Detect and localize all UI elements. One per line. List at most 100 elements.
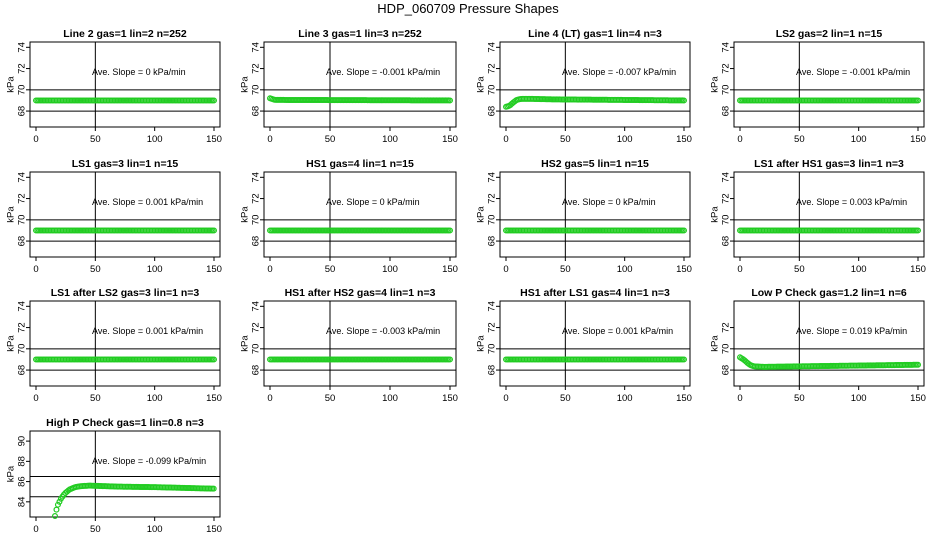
panel-title: Line 3 gas=1 lin=3 n=252 bbox=[298, 28, 422, 40]
y-tick-label: 72 bbox=[721, 193, 732, 204]
panel-title: LS2 gas=2 lin=1 n=15 bbox=[776, 28, 883, 40]
x-tick-label: 0 bbox=[267, 134, 272, 145]
data-point bbox=[914, 97, 921, 104]
y-axis-label: kPa bbox=[710, 335, 721, 352]
y-tick-label: 68 bbox=[721, 365, 732, 376]
y-tick-label: 68 bbox=[251, 365, 262, 376]
data-point bbox=[680, 227, 687, 234]
x-tick-label: 0 bbox=[503, 134, 508, 145]
x-tick-label: 150 bbox=[206, 524, 222, 535]
data-point bbox=[447, 356, 454, 363]
plot-frame bbox=[263, 300, 457, 387]
data-series bbox=[736, 227, 921, 234]
y-axis-label: kPa bbox=[6, 206, 17, 223]
panel-title: High P Check gas=1 lin=0.8 n=3 bbox=[46, 417, 204, 429]
plot-frame bbox=[29, 430, 221, 518]
y-tick-label: 68 bbox=[251, 236, 262, 247]
x-tick-label: 100 bbox=[382, 264, 398, 275]
y-tick-label: 68 bbox=[721, 236, 732, 247]
slope-annotation: Ave. Slope = 0.019 kPa/min bbox=[796, 326, 907, 336]
x-tick-label: 150 bbox=[676, 134, 692, 145]
slope-annotation: Ave. Slope = -0.001 kPa/min bbox=[326, 67, 440, 77]
x-tick-label: 100 bbox=[851, 134, 867, 145]
y-tick-label: 74 bbox=[721, 42, 732, 53]
data-series bbox=[267, 227, 454, 234]
data-series bbox=[503, 95, 687, 110]
slope-annotation: Ave. Slope = -0.001 kPa/min bbox=[796, 67, 910, 77]
chart-panel: HS1 after LS1 gas=4 lin=1 n=3 0 50 100 150 68… bbox=[476, 287, 692, 404]
slope-annotation: Ave. Slope = -0.099 kPa/min bbox=[92, 456, 206, 466]
x-tick-label: 50 bbox=[90, 524, 101, 535]
y-tick-label: 70 bbox=[17, 85, 28, 96]
slope-annotation: Ave. Slope = 0 kPa/min bbox=[92, 67, 186, 77]
x-tick-label: 50 bbox=[794, 393, 805, 404]
y-tick-label: 74 bbox=[251, 172, 262, 183]
plot-frame bbox=[733, 171, 925, 258]
y-tick-label: 72 bbox=[487, 193, 498, 204]
x-tick-label: 150 bbox=[676, 393, 692, 404]
x-tick-label: 50 bbox=[560, 393, 571, 404]
data-point bbox=[914, 227, 921, 234]
x-tick-label: 100 bbox=[617, 393, 633, 404]
y-tick-label: 72 bbox=[721, 63, 732, 74]
x-tick-label: 0 bbox=[33, 524, 38, 535]
data-point bbox=[54, 501, 61, 508]
chart-panel: Line 2 gas=1 lin=2 n=252 0 50 100 150 68 70 72 7… bbox=[6, 28, 222, 145]
plot-frame bbox=[733, 300, 925, 387]
x-tick-label: 100 bbox=[147, 393, 163, 404]
chart-panel: LS1 after HS1 gas=3 lin=1 n=3 0 50 100 150 68… bbox=[710, 158, 926, 275]
slope-annotation: Ave. Slope = 0.001 kPa/min bbox=[92, 197, 203, 207]
y-tick-label: 74 bbox=[487, 301, 498, 312]
data-point bbox=[447, 227, 454, 234]
x-tick-label: 50 bbox=[560, 264, 571, 275]
chart-panel: LS1 after LS2 gas=3 lin=1 n=3 0 50 100 150 68… bbox=[6, 287, 222, 404]
y-tick-label: 70 bbox=[251, 344, 262, 355]
slope-annotation: Ave. Slope = 0.001 kPa/min bbox=[562, 326, 673, 336]
plot-frame bbox=[29, 300, 221, 387]
data-series bbox=[32, 227, 218, 234]
x-tick-label: 50 bbox=[325, 264, 336, 275]
y-axis-label: kPa bbox=[476, 206, 487, 223]
x-tick-label: 100 bbox=[851, 264, 867, 275]
y-tick-label: 86 bbox=[17, 476, 28, 487]
x-tick-label: 0 bbox=[33, 134, 38, 145]
data-point bbox=[447, 97, 454, 104]
x-tick-label: 0 bbox=[267, 393, 272, 404]
y-tick-label: 74 bbox=[487, 42, 498, 53]
y-tick-label: 70 bbox=[487, 85, 498, 96]
y-axis-label: kPa bbox=[710, 76, 721, 93]
chart-panel: HS2 gas=5 lin=1 n=15 0 50 100 150 68 70 72 74 kPa… bbox=[476, 158, 692, 275]
data-series bbox=[32, 356, 218, 363]
data-series bbox=[736, 354, 921, 370]
panel-title: LS1 after LS2 gas=3 lin=1 n=3 bbox=[51, 287, 200, 299]
y-tick-label: 70 bbox=[17, 344, 28, 355]
slope-annotation: Ave. Slope = 0.003 kPa/min bbox=[796, 197, 907, 207]
x-tick-label: 100 bbox=[617, 264, 633, 275]
x-tick-label: 50 bbox=[90, 134, 101, 145]
x-tick-label: 50 bbox=[794, 134, 805, 145]
x-tick-label: 50 bbox=[794, 264, 805, 275]
y-tick-label: 74 bbox=[17, 301, 28, 312]
chart-panel: HS1 after HS2 gas=4 lin=1 n=3 0 50 100 150 68… bbox=[240, 287, 458, 404]
y-tick-label: 70 bbox=[721, 215, 732, 226]
y-tick-label: 72 bbox=[17, 63, 28, 74]
data-series bbox=[32, 97, 218, 104]
x-tick-label: 150 bbox=[206, 264, 222, 275]
y-tick-label: 74 bbox=[487, 172, 498, 183]
x-tick-label: 150 bbox=[442, 134, 458, 145]
panel-title: LS1 after HS1 gas=3 lin=1 n=3 bbox=[754, 158, 904, 170]
slope-annotation: Ave. Slope = 0.001 kPa/min bbox=[92, 326, 203, 336]
y-axis-label: kPa bbox=[240, 206, 251, 223]
y-tick-label: 70 bbox=[487, 215, 498, 226]
y-axis-label: kPa bbox=[710, 206, 721, 223]
plot-frame bbox=[499, 171, 691, 258]
data-point bbox=[680, 356, 687, 363]
y-tick-label: 74 bbox=[17, 42, 28, 53]
x-tick-label: 150 bbox=[676, 264, 692, 275]
y-tick-label: 68 bbox=[17, 106, 28, 117]
data-series bbox=[503, 356, 687, 363]
panel-title: HS2 gas=5 lin=1 n=15 bbox=[541, 158, 649, 170]
y-tick-label: 72 bbox=[251, 322, 262, 333]
y-tick-label: 70 bbox=[721, 85, 732, 96]
data-point bbox=[211, 227, 218, 234]
